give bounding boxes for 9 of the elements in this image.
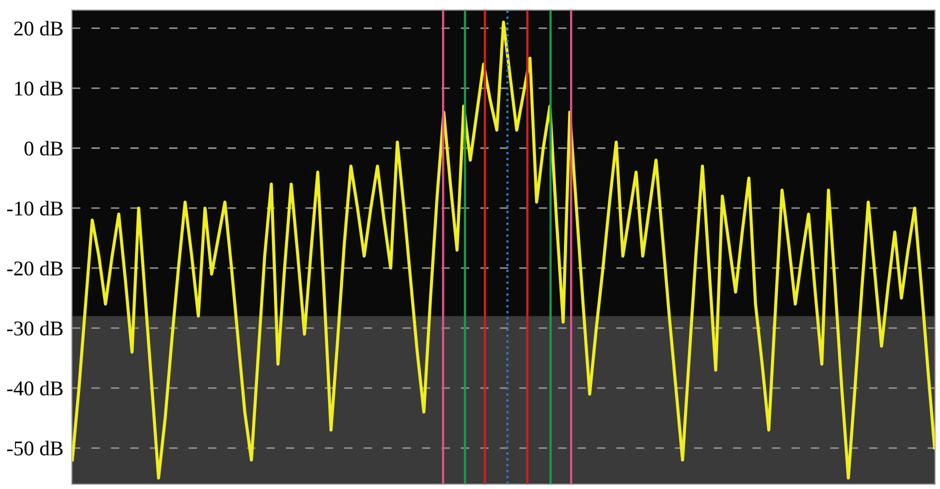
y-tick-label: 10 dB — [15, 80, 63, 96]
y-tick-label: -30 dB — [7, 320, 63, 336]
y-tick-label: -40 dB — [7, 380, 63, 396]
y-tick-label: 0 dB — [24, 140, 63, 156]
y-tick-label: -10 dB — [7, 200, 63, 216]
y-tick-label: -50 dB — [7, 440, 63, 456]
y-tick-label: -20 dB — [7, 260, 63, 276]
y-tick-label: 20 dB — [14, 20, 63, 36]
line-series — [72, 20, 935, 480]
